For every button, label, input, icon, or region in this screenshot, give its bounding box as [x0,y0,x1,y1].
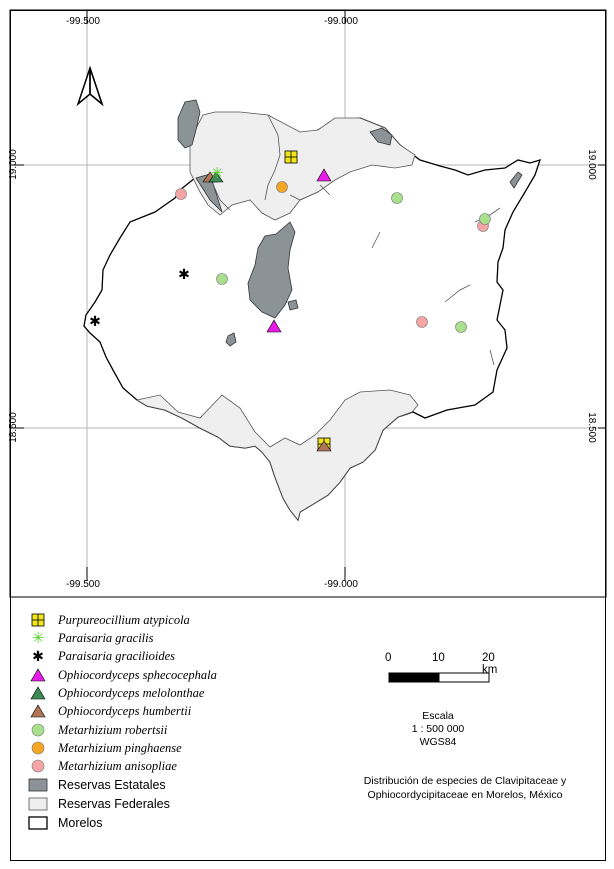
legend-label: Paraisaria gracilioides [58,649,176,663]
scale-bar-graphic [388,672,490,683]
coord-left-bottom: 18.500 [7,412,19,443]
marker-met-anisopliae-3 [416,316,428,328]
internal-lines [212,114,501,366]
reserva-estatal-centro [247,221,296,319]
orange-circle-icon [31,741,45,755]
coord-left-top: 19.000 [7,149,19,180]
black-asterisk-icon: ✱ [32,649,44,664]
yellow-square-cross-icon [31,613,45,627]
green-triangle-icon [30,686,46,700]
marker-met-anisopliae-1 [175,188,187,200]
coord-top-right: -99.000 [324,16,358,27]
pink-circle-icon [31,759,45,773]
legend-label: Ophiocordyceps sphecocephala [58,668,217,682]
coord-right-bottom: 18.500 [585,412,597,443]
marker-paraisaria-gracilioides-2: ✱ [89,314,101,330]
marker-paraisaria-gracilioides-1: ✱ [178,267,190,283]
legend-label: Metarhizium anisopliae [58,759,177,773]
reserva-federal-sur [135,389,419,521]
marker-met-robertsii-1 [391,192,403,204]
legend-label: Reservas Federales [58,797,170,811]
green-star-icon: ✳ [32,630,45,646]
map-title-line-2: Ophiocordycipitaceae en Morelos, México [367,789,563,801]
scale-tick-0: 0 [385,652,392,664]
reserva-estatal-ne [369,127,393,146]
scale-label: Escala [422,710,454,722]
coord-bottom-right: -99.000 [324,579,358,590]
legend-label: Paraisaria gracilis [58,631,154,645]
north-arrow-icon [76,65,104,107]
marker-paraisaria-gracilis-1: ✳ [211,164,224,182]
light-box-icon [28,797,48,811]
svg-text:✱: ✱ [32,649,44,664]
marker-ophio-sphecocephala-2 [266,319,282,333]
marker-met-pinghaense-1 [276,181,288,193]
legend-label: Metarhizium robertsii [58,723,168,737]
scale-tick-20: 20 km [482,652,498,676]
map-panel-border [9,9,607,598]
svg-text:✳: ✳ [32,630,45,646]
map-title-line-1: Distribución de especies de Clavipitacea… [363,775,567,787]
marker-ophio-melolonthae-1 [208,171,224,183]
marker-purpureocillium-1 [284,150,298,164]
coord-top-left: -99.500 [66,16,100,27]
coord-bottom-left: -99.500 [66,579,100,590]
reserva-estatal-este [509,171,523,189]
marker-met-robertsii-4 [455,321,467,333]
reserva-estatal-norte [177,99,201,149]
reserva-estatal-wedge [195,173,223,213]
legend-label: Ophiocordyceps humbertii [58,704,192,718]
legend-label: Metarhizium pinghaense [58,741,182,755]
gray-box-icon [28,778,48,792]
legend-label: Purpureocillium atypicola [58,613,190,627]
legend-label: Morelos [58,816,103,830]
reserva-estatal-islote [225,332,237,347]
frame-ticks [10,10,606,581]
map-title: Distribución de especies de Clavipitacea… [345,774,585,802]
marker-met-robertsii-3 [216,273,228,285]
marker-ophio-sphecocephala-1 [316,168,332,182]
scale-tick-10: 10 [432,652,445,664]
magenta-triangle-icon [30,668,46,682]
outline-box-icon [28,816,48,830]
marker-ophio-humbertii-1 [316,440,332,452]
scale-text: Escala 1 : 500 000 WGS84 [398,710,478,749]
legend-label: Reservas Estatales [58,778,166,792]
coord-right-top: 19.000 [585,149,597,180]
brown-triangle-icon [30,704,46,718]
datum-label: WGS84 [419,736,457,748]
scale-ratio: 1 : 500 000 [411,723,465,735]
marker-met-robertsii-2 [479,213,491,225]
reserva-estatal-islote-2 [287,299,299,311]
light-green-circle-icon [31,723,45,737]
legend-label: Ophiocordyceps melolonthae [58,686,205,700]
